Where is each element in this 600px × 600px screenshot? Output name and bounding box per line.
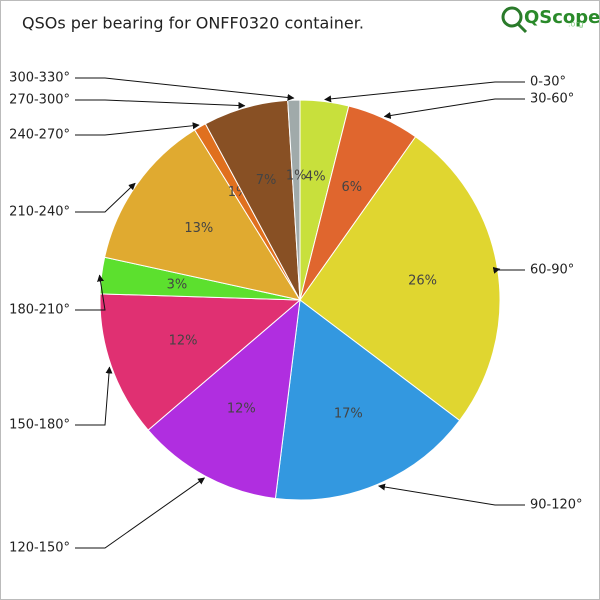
legend-label: 300-330° bbox=[9, 71, 70, 86]
callout bbox=[75, 274, 106, 311]
slice-label: 6% bbox=[342, 180, 363, 195]
callout bbox=[75, 366, 113, 426]
slice-label: 7% bbox=[256, 173, 277, 188]
legend-label: 270-300° bbox=[9, 93, 70, 108]
slice-label: 17% bbox=[334, 407, 363, 422]
slice-label: 3% bbox=[167, 277, 188, 292]
callout bbox=[492, 266, 525, 274]
callout bbox=[75, 182, 136, 213]
legend-label: 240-270° bbox=[9, 128, 70, 143]
callout bbox=[324, 81, 525, 103]
logo-icon-handle bbox=[516, 22, 528, 34]
slice-label: 12% bbox=[169, 334, 198, 349]
pie-slice bbox=[104, 129, 302, 301]
chart-title: QSOs per bearing for ONFF0320 container. bbox=[22, 14, 364, 33]
legend-label: 150-180° bbox=[9, 418, 70, 433]
logo[interactable]: QScope .org bbox=[501, 6, 600, 34]
logo-text: QScope bbox=[524, 7, 600, 28]
legend-label: 60-90° bbox=[530, 263, 574, 278]
slice-label: 26% bbox=[408, 273, 437, 288]
callout bbox=[75, 99, 246, 109]
legend-label: 90-120° bbox=[530, 498, 583, 513]
slice-label: 4% bbox=[305, 169, 326, 184]
callout bbox=[75, 122, 200, 136]
callout bbox=[378, 483, 525, 506]
pie-slice bbox=[274, 299, 461, 501]
logo-icon bbox=[501, 6, 523, 28]
callout bbox=[383, 98, 525, 119]
legend-label: 120-150° bbox=[9, 541, 70, 556]
legend-label: 0-30° bbox=[530, 75, 566, 90]
slice-label: 12% bbox=[227, 402, 256, 417]
slice-label: 1% bbox=[286, 169, 307, 184]
legend-label: 30-60° bbox=[530, 92, 574, 107]
logo-suffix: .org bbox=[568, 20, 584, 29]
callout bbox=[75, 77, 295, 101]
slice-label: 13% bbox=[184, 221, 213, 236]
legend-label: 180-210° bbox=[9, 303, 70, 318]
legend-label: 210-240° bbox=[9, 205, 70, 220]
pie-slice bbox=[147, 298, 301, 500]
callout bbox=[75, 477, 206, 549]
